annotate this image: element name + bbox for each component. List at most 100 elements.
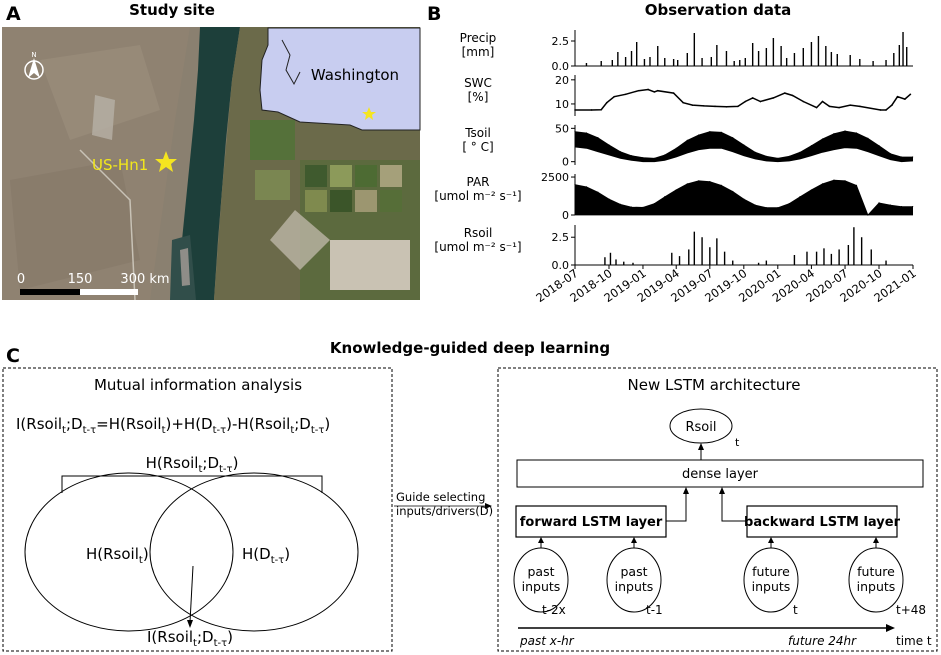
swc-point-31 [885, 109, 887, 111]
swc-ylabel-line2: [%] [468, 90, 489, 104]
swc-point-1 [590, 109, 593, 111]
guide-text-line2: inputs/drivers(D) [396, 504, 493, 518]
rsoil-output-sub: t [735, 436, 740, 449]
swc-ytick-label-1: 10 [555, 98, 569, 111]
swc-point-11 [682, 101, 685, 104]
par-peak-2 [597, 191, 599, 193]
input-3-time: t [793, 603, 798, 617]
tsoil-peak-7 [653, 157, 656, 159]
venn-bracket [61, 475, 323, 493]
par-peak-12 [709, 180, 711, 183]
precip-ylabel-line2: [mm] [462, 45, 495, 59]
swc-point-23 [802, 100, 805, 103]
tsoil-peak-15 [743, 144, 745, 146]
tsoil-peak-30 [912, 156, 914, 158]
inset-star [362, 107, 376, 120]
input-node-4 [848, 537, 904, 613]
scale-label-0: 0 [17, 272, 25, 287]
swc-point-2 [600, 108, 603, 111]
swc-point-13 [703, 105, 705, 107]
intersection-label: I(Rsoilt;Dt-τ) [147, 628, 233, 649]
panel-b-title: Observation data [645, 1, 792, 19]
par-peak-6 [642, 206, 644, 209]
dense-layer-label: dense layer [682, 467, 759, 482]
swc-point-22 [791, 94, 794, 97]
tsoil-peak-14 [732, 137, 734, 139]
intersection-arrowhead [187, 620, 193, 628]
panel-b-letter: B [427, 3, 441, 25]
swc-point-5 [624, 93, 627, 96]
venn-right-label: H(Dt-τ) [242, 545, 290, 566]
tsoil-ylabel-line1: Tsoil [464, 126, 491, 140]
swc-point-14 [714, 105, 716, 108]
swc-point-21 [784, 92, 786, 94]
mutual-info-title: Mutual information analysis [94, 376, 302, 394]
formula-sub-t1: t [62, 425, 66, 436]
input-4-time: t+48 [896, 603, 926, 617]
input-3-line1: future [752, 564, 790, 579]
par-peak-23 [833, 179, 835, 181]
par-peak-24 [844, 180, 846, 182]
input-node-3 [743, 537, 799, 613]
swc-point-4 [613, 95, 615, 98]
formula-sub-t2: t [162, 425, 166, 436]
swc-point-10 [672, 92, 675, 94]
mutual-info-box [2, 367, 393, 652]
tsoil-peak-16 [754, 151, 756, 153]
tsoil-peak-20 [799, 151, 801, 153]
rsoil-ytick-label-0: 2.5 [552, 231, 570, 244]
par-peak-17 [765, 207, 767, 209]
par-peak-19 [788, 203, 790, 205]
input-node-2 [606, 537, 662, 613]
tsoil-ytick-label-0: 50 [555, 122, 569, 135]
swc-point-9 [656, 89, 659, 92]
precip-ytick-label-0: 2.5 [552, 35, 570, 48]
par-peak-4 [619, 203, 622, 205]
rsoil-ylabel-line2: [umol m⁻² s⁻¹] [434, 240, 521, 254]
formula-semi: ;D [66, 415, 83, 433]
tsoil-peak-10 [686, 139, 688, 141]
guide-arrowhead [485, 503, 492, 509]
swc-point-12 [691, 104, 694, 106]
swc-line [575, 88, 911, 111]
backward-to-dense-arrowhead [719, 487, 725, 494]
site-star [155, 151, 177, 172]
tsoil-peak-21 [810, 145, 813, 147]
tsoil-peak-25 [855, 132, 858, 134]
tsoil-peak-0 [574, 131, 576, 133]
par-peak-3 [608, 198, 610, 200]
par-area [574, 179, 913, 216]
par-peak-20 [799, 196, 801, 198]
rsoil-ytick-label-1: 0.0 [552, 259, 570, 272]
tsoil-peak-17 [765, 155, 767, 157]
tsoil-peak-1 [585, 132, 588, 134]
swc-point-34 [904, 98, 906, 100]
swc-ylabel-line1: SWC [464, 76, 492, 90]
swc-point-27 [838, 106, 840, 109]
timeline-arrowhead [886, 624, 895, 632]
formula-sub-ttau3: t-τ [311, 425, 325, 436]
swc-point-30 [879, 109, 882, 111]
swc-point-19 [759, 100, 762, 103]
par-peak-29 [900, 206, 903, 208]
par-peak-30 [912, 206, 914, 208]
par-ytick-label-0: 2500 [541, 171, 569, 184]
timeline-future-label: future 24hr [788, 634, 857, 648]
par-peak-13 [720, 184, 722, 186]
swc-point-17 [744, 100, 747, 103]
input-4-line1: future [857, 564, 895, 579]
par-peak-27 [878, 202, 880, 204]
par-peak-11 [698, 180, 700, 182]
swc-point-0 [574, 109, 576, 111]
rsoil-ylabel-line1: Rsoil [464, 226, 493, 240]
panel-a-title: Study site [129, 1, 215, 19]
observation-charts: Precip[mm] 2.5 0.0 SWC[%] 20 10 Tsoil[ ° C] 50 0… [434, 30, 919, 305]
input-2-line2: inputs [615, 579, 654, 594]
precip-ytick-label-1: 0.0 [552, 60, 570, 73]
input-3-line2: inputs [752, 579, 791, 594]
timeline-axis-label: time t [896, 634, 932, 648]
input-2-time: t-1 [646, 603, 663, 617]
scale-label-300: 300 km [120, 272, 169, 287]
input-1-line1: past [527, 564, 554, 579]
